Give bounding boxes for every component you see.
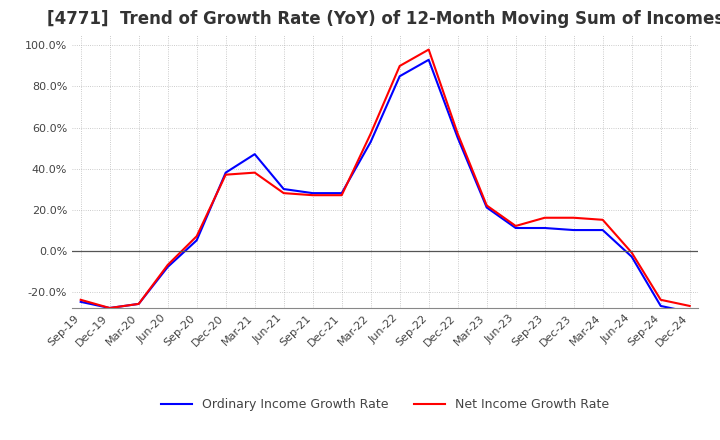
Net Income Growth Rate xyxy=(482,203,491,208)
Net Income Growth Rate xyxy=(657,297,665,302)
Ordinary Income Growth Rate xyxy=(424,57,433,62)
Net Income Growth Rate xyxy=(627,250,636,255)
Title: [4771]  Trend of Growth Rate (YoY) of 12-Month Moving Sum of Incomes: [4771] Trend of Growth Rate (YoY) of 12-… xyxy=(47,10,720,28)
Net Income Growth Rate xyxy=(192,234,201,239)
Ordinary Income Growth Rate xyxy=(221,170,230,175)
Ordinary Income Growth Rate xyxy=(395,73,404,79)
Net Income Growth Rate xyxy=(76,297,85,302)
Net Income Growth Rate xyxy=(221,172,230,177)
Ordinary Income Growth Rate xyxy=(279,187,288,192)
Ordinary Income Growth Rate xyxy=(105,305,114,311)
Net Income Growth Rate xyxy=(308,193,317,198)
Ordinary Income Growth Rate xyxy=(192,238,201,243)
Ordinary Income Growth Rate xyxy=(308,191,317,196)
Net Income Growth Rate xyxy=(279,191,288,196)
Ordinary Income Growth Rate xyxy=(511,225,520,231)
Net Income Growth Rate xyxy=(105,305,114,311)
Net Income Growth Rate xyxy=(135,301,143,307)
Ordinary Income Growth Rate xyxy=(338,191,346,196)
Ordinary Income Growth Rate xyxy=(598,227,607,233)
Ordinary Income Growth Rate xyxy=(482,205,491,210)
Ordinary Income Growth Rate xyxy=(251,151,259,157)
Net Income Growth Rate xyxy=(454,131,462,136)
Ordinary Income Growth Rate xyxy=(541,225,549,231)
Legend: Ordinary Income Growth Rate, Net Income Growth Rate: Ordinary Income Growth Rate, Net Income … xyxy=(156,393,614,416)
Net Income Growth Rate xyxy=(251,170,259,175)
Line: Ordinary Income Growth Rate: Ordinary Income Growth Rate xyxy=(81,60,690,312)
Ordinary Income Growth Rate xyxy=(627,254,636,259)
Net Income Growth Rate xyxy=(338,193,346,198)
Net Income Growth Rate xyxy=(685,303,694,308)
Net Income Growth Rate xyxy=(598,217,607,223)
Line: Net Income Growth Rate: Net Income Growth Rate xyxy=(81,50,690,308)
Net Income Growth Rate xyxy=(395,63,404,69)
Ordinary Income Growth Rate xyxy=(454,135,462,140)
Ordinary Income Growth Rate xyxy=(570,227,578,233)
Net Income Growth Rate xyxy=(541,215,549,220)
Net Income Growth Rate xyxy=(570,215,578,220)
Net Income Growth Rate xyxy=(424,47,433,52)
Ordinary Income Growth Rate xyxy=(135,301,143,307)
Ordinary Income Growth Rate xyxy=(163,264,172,270)
Ordinary Income Growth Rate xyxy=(366,139,375,144)
Net Income Growth Rate xyxy=(511,224,520,229)
Net Income Growth Rate xyxy=(366,131,375,136)
Ordinary Income Growth Rate xyxy=(657,303,665,308)
Net Income Growth Rate xyxy=(163,262,172,268)
Ordinary Income Growth Rate xyxy=(76,299,85,304)
Ordinary Income Growth Rate xyxy=(685,309,694,315)
